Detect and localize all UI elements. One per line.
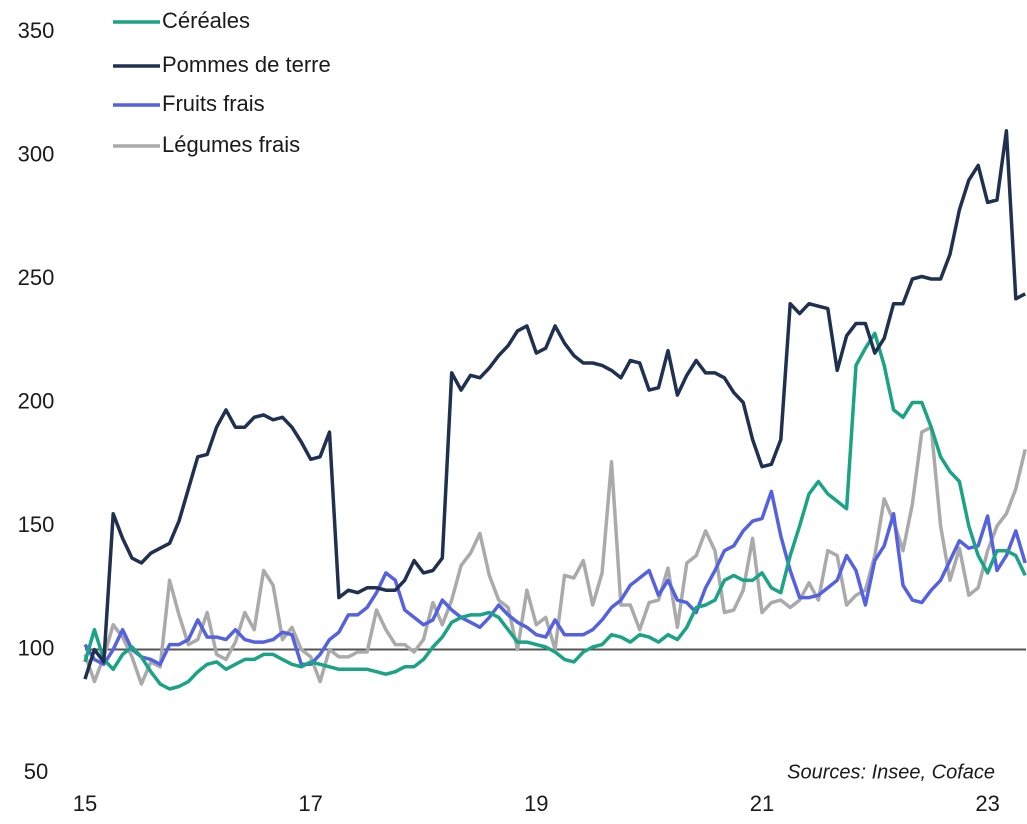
x-tick-label: 17 — [298, 791, 322, 816]
y-tick-label: 100 — [18, 635, 55, 660]
x-tick-label: 23 — [975, 791, 999, 816]
legend-label: Céréales — [162, 8, 250, 33]
y-tick-label: 250 — [18, 265, 55, 290]
legend-label: Légumes frais — [162, 132, 300, 157]
series-line — [83, 489, 1027, 667]
legend-label: Pommes de terre — [162, 52, 331, 77]
y-tick-label: 300 — [18, 141, 55, 166]
y-tick-label: 150 — [18, 512, 55, 537]
legend-label: Fruits frais — [162, 91, 265, 116]
series-line — [83, 129, 1027, 680]
series-line — [83, 425, 1027, 686]
x-tick-label: 19 — [524, 791, 548, 816]
y-tick-label: 350 — [18, 18, 55, 43]
y-tick-label: 200 — [18, 388, 55, 413]
source-note: Sources: Insee, Coface — [787, 761, 995, 783]
y-tick-label: 50 — [24, 759, 48, 784]
series-line — [83, 331, 1027, 691]
x-tick-label: 21 — [750, 791, 774, 816]
x-tick-label: 15 — [73, 791, 97, 816]
